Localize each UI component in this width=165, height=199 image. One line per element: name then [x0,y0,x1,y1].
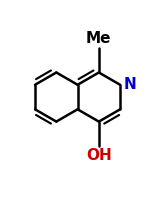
Text: OH: OH [86,148,112,163]
Text: Me: Me [86,31,112,46]
Text: N: N [123,77,136,92]
